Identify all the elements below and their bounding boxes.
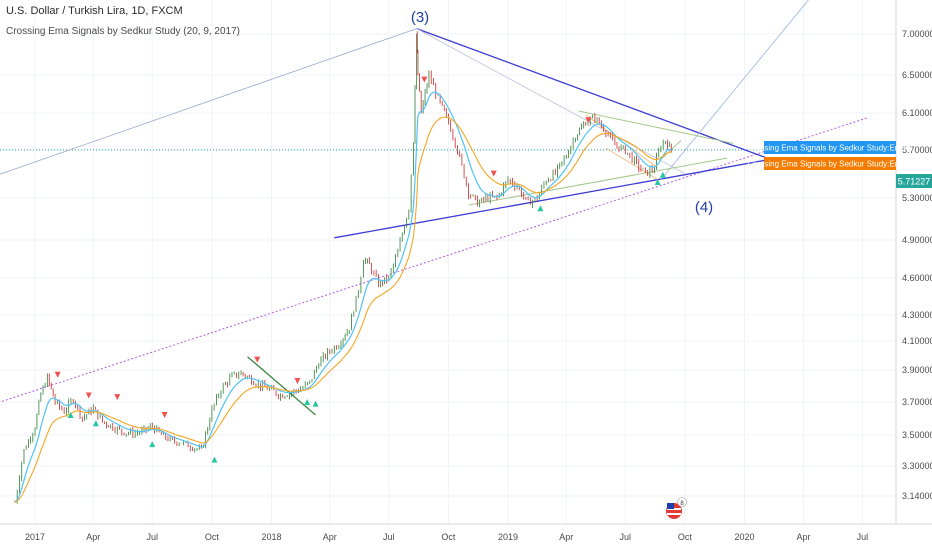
orange-wedge-lower (605, 147, 658, 180)
time-axis[interactable]: 2017 Apr Jul Oct 2018 Apr Jul Oct 2019 Apr Jul Oct 2… (25, 532, 868, 542)
sell-signal-3 (161, 411, 168, 418)
green-flag-lower (468, 157, 728, 206)
buy-signal-7 (654, 179, 661, 186)
grid-layer (0, 0, 896, 524)
last-price-value: 5.71227 (898, 177, 931, 187)
sell-signal-7 (490, 170, 497, 177)
sell-signal-8 (585, 117, 592, 124)
x-tick-label-10: Jul (620, 532, 632, 542)
signals-layer (54, 76, 666, 463)
y-tick-label-9: 3.90000 (902, 365, 932, 375)
sell-signal-5 (294, 378, 301, 385)
last-price-badge: 5.71227 (896, 174, 932, 188)
blue-upper-trendline (416, 28, 771, 160)
y-tick-label-6: 4.60000 (902, 273, 932, 283)
sell-signal-0 (54, 371, 61, 378)
y-tick-label-8: 4.10000 (902, 336, 932, 346)
ema-fast-line (14, 91, 672, 503)
x-tick-label-0: 2017 (25, 532, 45, 542)
x-tick-label-13: Apr (796, 532, 810, 542)
buy-signal-5 (304, 399, 311, 405)
ema2-badge[interactable]: Crossing Ema Signals by Sedkur Study:Ema… (748, 141, 914, 154)
sell-signal-1 (85, 392, 92, 399)
svg-text:8: 8 (680, 501, 684, 507)
buy-signal-3 (211, 456, 218, 463)
x-tick-label-8: 2019 (498, 532, 518, 542)
x-tick-label-1: Apr (86, 532, 100, 542)
sell-signal-6 (421, 76, 428, 83)
ema2-badge-label: Crossing Ema Signals by Sedkur Study:Ema… (748, 144, 914, 153)
price-axis[interactable]: 7.00000 6.50000 6.10000 5.70000 5.30000 4.900… (902, 29, 932, 501)
y-tick-label-2: 6.10000 (902, 108, 932, 118)
symbol-title: U.S. Dollar / Turkish Lira, 1D, FXCM (6, 5, 183, 17)
x-tick-label-2: Jul (147, 532, 159, 542)
buy-signal-6 (537, 205, 544, 212)
y-tick-label-0: 7.00000 (902, 29, 932, 39)
price-layer (14, 31, 672, 504)
y-tick-label-7: 4.30000 (902, 310, 932, 320)
sell-signal-2 (114, 394, 121, 401)
x-tick-label-3: Oct (205, 532, 220, 542)
x-tick-label-14: Jul (857, 532, 869, 542)
ema1-badge[interactable]: Crossing Ema Signals by Sedkur Study:Ema… (748, 157, 914, 170)
x-tick-label-11: Oct (678, 532, 693, 542)
x-tick-label-9: Apr (559, 532, 573, 542)
sell-signal-4 (254, 356, 261, 363)
y-tick-label-5: 4.90000 (902, 235, 932, 245)
ema1-badge-label: Crossing Ema Signals by Sedkur Study:Ema… (748, 160, 914, 169)
wave-4-label: (4) (695, 199, 713, 216)
buy-signal-4 (312, 400, 319, 407)
ema-slow-line (14, 116, 672, 503)
x-tick-label-5: Apr (323, 532, 337, 542)
purple-channel-line (0, 117, 869, 403)
x-tick-label-7: Oct (441, 532, 456, 542)
steep-blue-projection (660, 0, 809, 180)
y-tick-label-10: 3.70000 (902, 397, 932, 407)
buy-signal-0 (67, 411, 74, 418)
y-tick-label-12: 3.30000 (902, 461, 932, 471)
x-tick-label-4: 2018 (261, 532, 281, 542)
wave-3-label: (3) (411, 9, 429, 26)
flag-icon[interactable]: 8 (666, 497, 687, 520)
x-tick-label-6: Jul (383, 532, 395, 542)
y-tick-label-4: 5.30000 (902, 193, 932, 203)
y-tick-label-13: 3.14000 (902, 491, 932, 501)
buy-signal-2 (149, 441, 156, 448)
y-tick-label-1: 6.50000 (902, 70, 932, 80)
study-title: Crossing Ema Signals by Sedkur Study (20… (6, 26, 241, 37)
y-tick-label-11: 3.50000 (902, 430, 932, 440)
x-tick-label-12: 2020 (734, 532, 754, 542)
green-flag-upper (578, 110, 734, 144)
y-tick-label-3: 5.70000 (902, 145, 932, 155)
buy-signal-8 (659, 171, 666, 178)
long-support-thin-line (0, 28, 417, 175)
dark-green-2018-downtrend (247, 356, 316, 416)
buy-signal-1 (92, 420, 99, 427)
